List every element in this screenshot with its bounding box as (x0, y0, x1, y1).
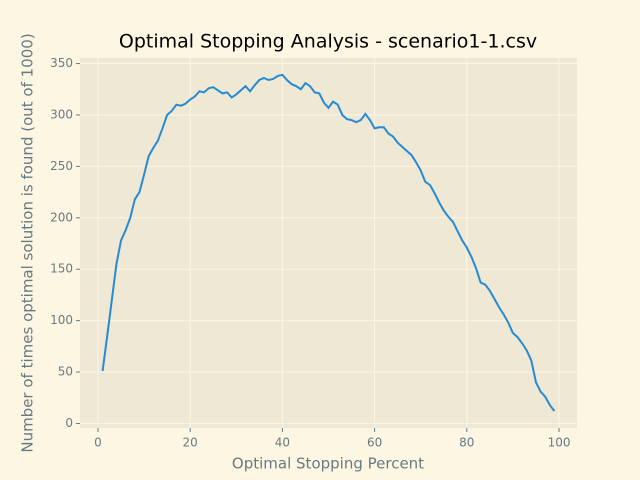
x-tick-label: 0 (94, 436, 102, 450)
y-axis-label: Number of times optimal solution is foun… (19, 33, 37, 452)
x-tick-label: 100 (548, 436, 571, 450)
y-tick-label: 0 (65, 416, 73, 430)
x-tick-label: 20 (183, 436, 198, 450)
y-tick-label: 150 (50, 262, 73, 276)
x-tick-label: 40 (275, 436, 290, 450)
plot-area (80, 58, 577, 428)
y-tick-label: 250 (50, 159, 73, 173)
y-tick-label: 300 (50, 107, 73, 121)
chart-title: Optimal Stopping Analysis - scenario1-1.… (119, 31, 537, 53)
y-tick-label: 50 (58, 365, 73, 379)
y-tick-label: 200 (50, 210, 73, 224)
x-tick-label: 80 (459, 436, 474, 450)
y-tick-label: 350 (50, 56, 73, 70)
x-axis-label: Optimal Stopping Percent (232, 455, 424, 473)
data-line (101, 73, 556, 412)
y-tick-label: 100 (50, 313, 73, 327)
x-tick-label: 60 (367, 436, 382, 450)
